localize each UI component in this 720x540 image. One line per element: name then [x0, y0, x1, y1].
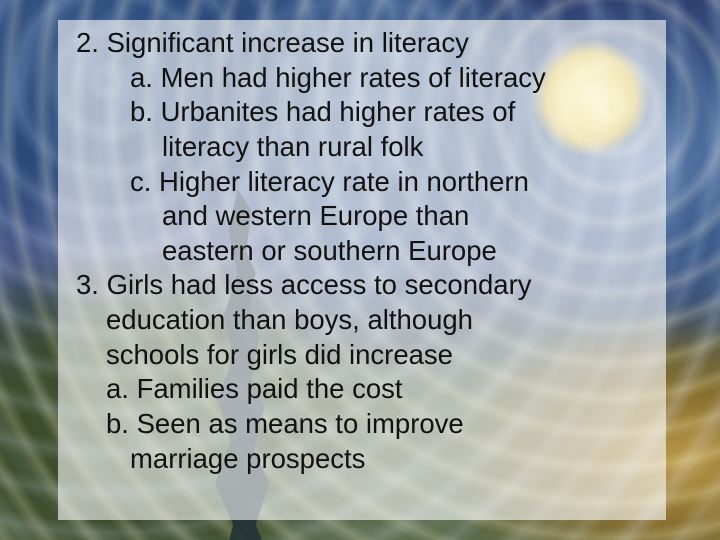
item-2b: b. Urbanites had higher rates of [130, 95, 648, 130]
item-2b-cont: literacy than rural folk [162, 130, 648, 165]
item-3-cont1: education than boys, although [106, 303, 648, 338]
item-2c-cont2: eastern or southern Europe [162, 234, 648, 269]
item-2: 2. Significant increase in literacy [76, 26, 648, 61]
outline-text: 2. Significant increase in literacy a. M… [76, 26, 648, 476]
text-panel: 2. Significant increase in literacy a. M… [58, 20, 666, 520]
item-3a: a. Families paid the cost [106, 372, 648, 407]
item-2a: a. Men had higher rates of literacy [130, 61, 648, 96]
item-3-cont2: schools for girls did increase [106, 338, 648, 373]
item-3b-cont: marriage prospects [130, 442, 648, 477]
item-2c: c. Higher literacy rate in northern [130, 165, 648, 200]
item-3: 3. Girls had less access to secondary [76, 268, 648, 303]
item-2c-cont1: and western Europe than [162, 199, 648, 234]
item-3b: b. Seen as means to improve [106, 407, 648, 442]
